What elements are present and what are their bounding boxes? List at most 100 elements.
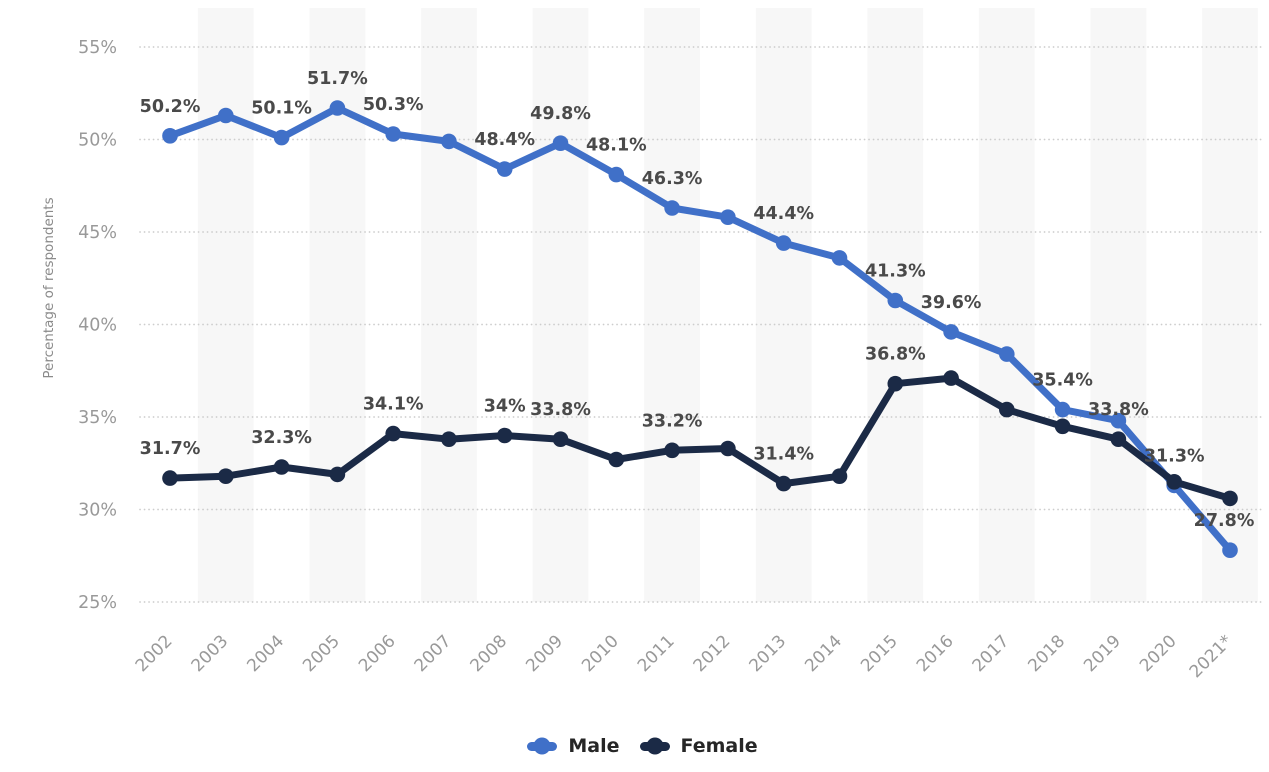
x-tick-label: 2008 <box>467 631 512 676</box>
x-tick-label: 2005 <box>299 631 344 676</box>
x-tick-label: 2018 <box>1024 631 1069 676</box>
data-label-female-2015: 36.8% <box>865 345 926 365</box>
year-band <box>532 8 589 602</box>
legend-label-male: Male <box>568 735 620 757</box>
female-point-2009[interactable] <box>552 431 569 448</box>
data-label-female-2011: 33.2% <box>642 411 703 431</box>
y-tick-label: 45% <box>78 223 117 243</box>
female-point-2007[interactable] <box>441 431 457 448</box>
male-point-2006[interactable] <box>385 126 402 142</box>
year-band <box>309 8 366 602</box>
male-point-2007[interactable] <box>441 133 457 150</box>
male-point-2017[interactable] <box>999 346 1015 362</box>
x-tick-label: 2011 <box>634 631 679 676</box>
y-axis-title: Percentage of respondents <box>41 197 57 378</box>
year-band <box>978 8 1035 602</box>
female-point-2020[interactable] <box>1166 474 1182 490</box>
female-point-2014[interactable] <box>831 468 848 485</box>
x-tick-label: 2010 <box>578 631 623 676</box>
x-tick-label: 2012 <box>690 631 735 676</box>
male-point-2021[interactable] <box>1222 542 1238 558</box>
x-tick-label: 2013 <box>746 631 791 676</box>
year-band <box>755 8 812 602</box>
data-label-female-2009: 33.8% <box>530 400 591 420</box>
legend-marker-male <box>527 737 558 755</box>
data-label-male-2015: 41.3% <box>865 262 926 282</box>
female-point-2004[interactable] <box>273 459 290 475</box>
data-label-female-2019: 33.8% <box>1088 400 1149 420</box>
female-line <box>166 374 1234 502</box>
x-tick-label: 2020 <box>1136 631 1181 676</box>
y-tick-label: 30% <box>78 501 117 521</box>
male-point-2018[interactable] <box>1054 401 1071 418</box>
legend-item-female[interactable]: Female <box>639 735 758 757</box>
y-tick-label: 35% <box>78 408 117 428</box>
x-tick-label: 2016 <box>913 631 958 676</box>
female-point-2011[interactable] <box>664 442 680 459</box>
data-label-male-2020: 31.3% <box>1144 446 1205 466</box>
male-point-2012[interactable] <box>720 209 736 225</box>
male-line <box>166 104 1234 554</box>
female-point-2019[interactable] <box>1110 431 1127 448</box>
x-tick-label: 2019 <box>1080 631 1125 676</box>
male-point-2014[interactable] <box>831 250 848 266</box>
y-tick-label: 50% <box>78 131 117 151</box>
female-point-2002[interactable] <box>162 470 178 486</box>
male-point-2016[interactable] <box>943 324 959 340</box>
year-band <box>644 8 700 602</box>
data-label-male-2002: 50.2% <box>140 97 201 117</box>
data-label-male-2004: 50.1% <box>251 99 312 119</box>
y-tick-label: 40% <box>78 316 117 336</box>
male-point-2008[interactable] <box>496 161 513 177</box>
female-point-2016[interactable] <box>943 370 959 386</box>
y-tick-label: 55% <box>78 38 117 58</box>
legend-label-female: Female <box>680 735 758 757</box>
female-point-2015[interactable] <box>887 375 904 392</box>
data-label-male-2016: 39.6% <box>921 293 982 313</box>
female-point-2012[interactable] <box>720 440 736 457</box>
legend-marker-dot <box>646 737 663 755</box>
data-label-male-2021: 27.8% <box>1194 511 1255 531</box>
male-point-2011[interactable] <box>664 200 680 216</box>
male-point-2015[interactable] <box>887 292 904 309</box>
x-tick-label: 2007 <box>411 631 456 676</box>
x-tick-label: 2017 <box>969 631 1014 676</box>
data-label-male-2009: 49.8% <box>530 104 591 124</box>
male-point-2003[interactable] <box>218 107 234 124</box>
legend-item-male[interactable]: Male <box>527 735 620 757</box>
male-point-2002[interactable] <box>162 128 178 144</box>
data-label-female-2002: 31.7% <box>140 439 201 459</box>
x-tick-label: 2003 <box>188 631 233 676</box>
female-point-2013[interactable] <box>775 475 792 492</box>
x-tick-label: 2004 <box>243 631 288 676</box>
female-point-2005[interactable] <box>329 466 346 483</box>
female-point-2017[interactable] <box>999 401 1015 418</box>
female-point-2006[interactable] <box>385 425 402 442</box>
legend: Male Female <box>0 726 1269 766</box>
female-point-2003[interactable] <box>218 468 234 485</box>
x-tick-label: 2009 <box>522 631 567 676</box>
data-label-female-2004: 32.3% <box>251 428 312 448</box>
year-band <box>421 8 477 602</box>
male-point-2010[interactable] <box>608 166 625 183</box>
male-point-2005[interactable] <box>329 100 346 116</box>
male-point-2013[interactable] <box>775 235 792 251</box>
x-tick-label: 2015 <box>857 631 902 676</box>
line-chart-canvas: 25%30%35%40%45%50%55%2002 2003 2004 2005 200… <box>41 8 1263 683</box>
data-label-male-2010: 48.1% <box>586 136 647 156</box>
male-point-2009[interactable] <box>552 135 569 151</box>
x-tick-label: 2006 <box>355 631 400 676</box>
female-point-2008[interactable] <box>496 427 513 444</box>
data-label-female-2008: 34% <box>484 397 526 417</box>
data-label-male-2013: 44.4% <box>753 204 814 224</box>
male-point-2019[interactable] <box>1110 412 1127 429</box>
female-point-2021[interactable] <box>1222 490 1238 507</box>
data-label-male-2005: 51.7% <box>307 69 368 89</box>
male-point-2004[interactable] <box>273 129 290 146</box>
female-point-2010[interactable] <box>608 451 625 468</box>
legend-marker-female <box>639 737 670 755</box>
female-point-2018[interactable] <box>1054 418 1071 435</box>
year-band <box>197 8 254 602</box>
year-band <box>1090 8 1147 602</box>
